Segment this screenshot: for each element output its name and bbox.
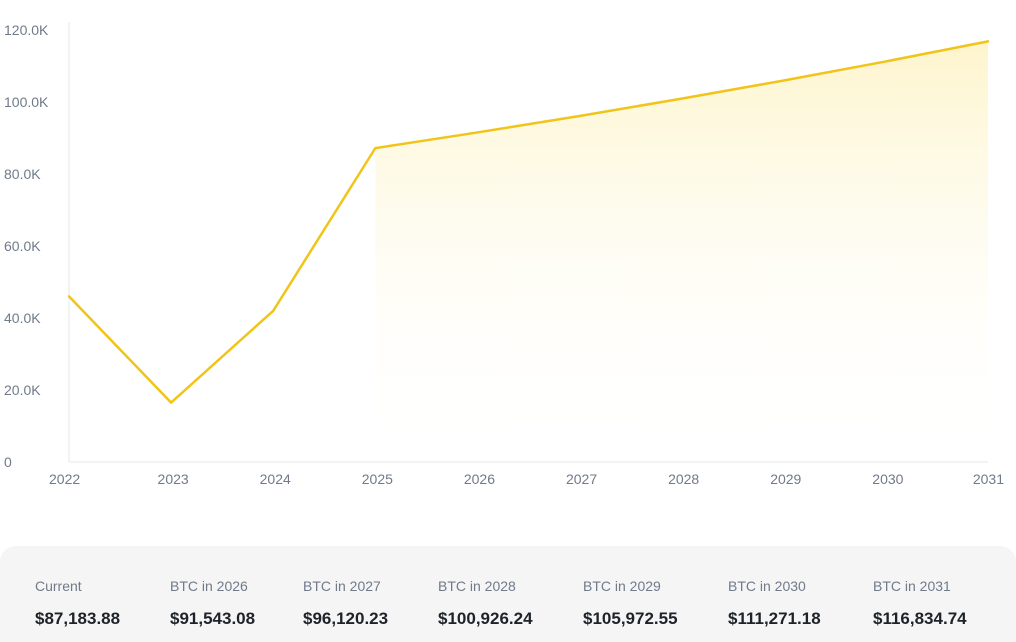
forecast-area-fill: [375, 41, 988, 463]
x-tick-label: 2029: [770, 471, 801, 487]
x-tick-label: 2023: [158, 471, 189, 487]
y-axis-ticks: 0 20.0K 40.0K 60.0K 80.0K 100.0K 120.0K: [4, 22, 49, 470]
stat-value: $105,972.55: [583, 609, 678, 628]
x-tick-label: 2030: [872, 471, 903, 487]
stat-label: BTC in 2026: [170, 578, 248, 594]
x-tick-label: 2031: [973, 471, 1004, 487]
forecast-area: [375, 41, 988, 463]
stat-label: Current: [35, 578, 82, 594]
stat-label: BTC in 2027: [303, 578, 381, 594]
x-tick-label: 2024: [260, 471, 291, 487]
stat-label: BTC in 2030: [728, 578, 806, 594]
stat-value: $96,120.23: [303, 609, 389, 628]
price-series-line: [67, 40, 990, 404]
stat-value: $87,183.88: [35, 609, 121, 628]
stat-label: BTC in 2031: [873, 578, 951, 594]
stat-label: BTC in 2029: [583, 578, 661, 594]
prediction-summary-bar: Current $87,183.88 BTC in 2026 $91,543.0…: [0, 546, 1016, 642]
y-tick-label: 60.0K: [4, 238, 41, 254]
y-tick-label: 40.0K: [4, 310, 41, 326]
y-tick-label: 120.0K: [4, 22, 49, 38]
x-tick-label: 2027: [566, 471, 597, 487]
y-tick-label: 0: [4, 454, 12, 470]
x-tick-label: 2022: [49, 471, 80, 487]
price-line: [67, 40, 990, 404]
stat-value: $111,271.18: [728, 609, 821, 628]
y-tick-label: 100.0K: [4, 94, 49, 110]
x-tick-label: 2026: [464, 471, 495, 487]
x-axis-ticks: 2022 2023 2024 2025 2026 2027 2028 2029 2030 2031: [49, 471, 1004, 487]
stat-value: $116,834.74: [873, 609, 967, 628]
y-tick-label: 20.0K: [4, 382, 41, 398]
y-tick-label: 80.0K: [4, 166, 41, 182]
stat-label: BTC in 2028: [438, 578, 516, 594]
x-tick-label: 2025: [362, 471, 393, 487]
stat-value: $100,926.24: [438, 609, 533, 628]
x-tick-label: 2028: [668, 471, 699, 487]
stat-value: $91,543.08: [170, 609, 256, 628]
